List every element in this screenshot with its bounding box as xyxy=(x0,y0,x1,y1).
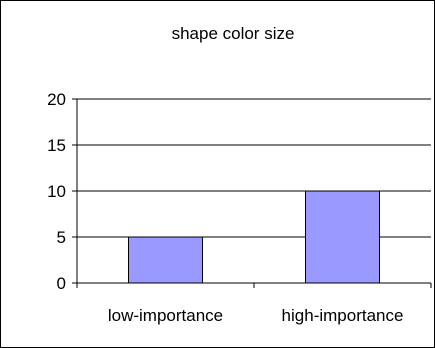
x-tick-label: high-importance xyxy=(282,306,404,325)
x-tick-label: low-importance xyxy=(108,306,223,325)
bar-high-importance xyxy=(305,190,380,284)
chart-title: shape color size xyxy=(172,24,295,43)
y-tick-label: 10 xyxy=(47,182,66,201)
y-tick-label: 20 xyxy=(47,90,66,109)
y-tick-label: 0 xyxy=(57,274,66,293)
y-tick-label: 5 xyxy=(57,228,66,247)
y-tick-label: 15 xyxy=(47,136,66,155)
bar-low-importance xyxy=(128,236,203,284)
